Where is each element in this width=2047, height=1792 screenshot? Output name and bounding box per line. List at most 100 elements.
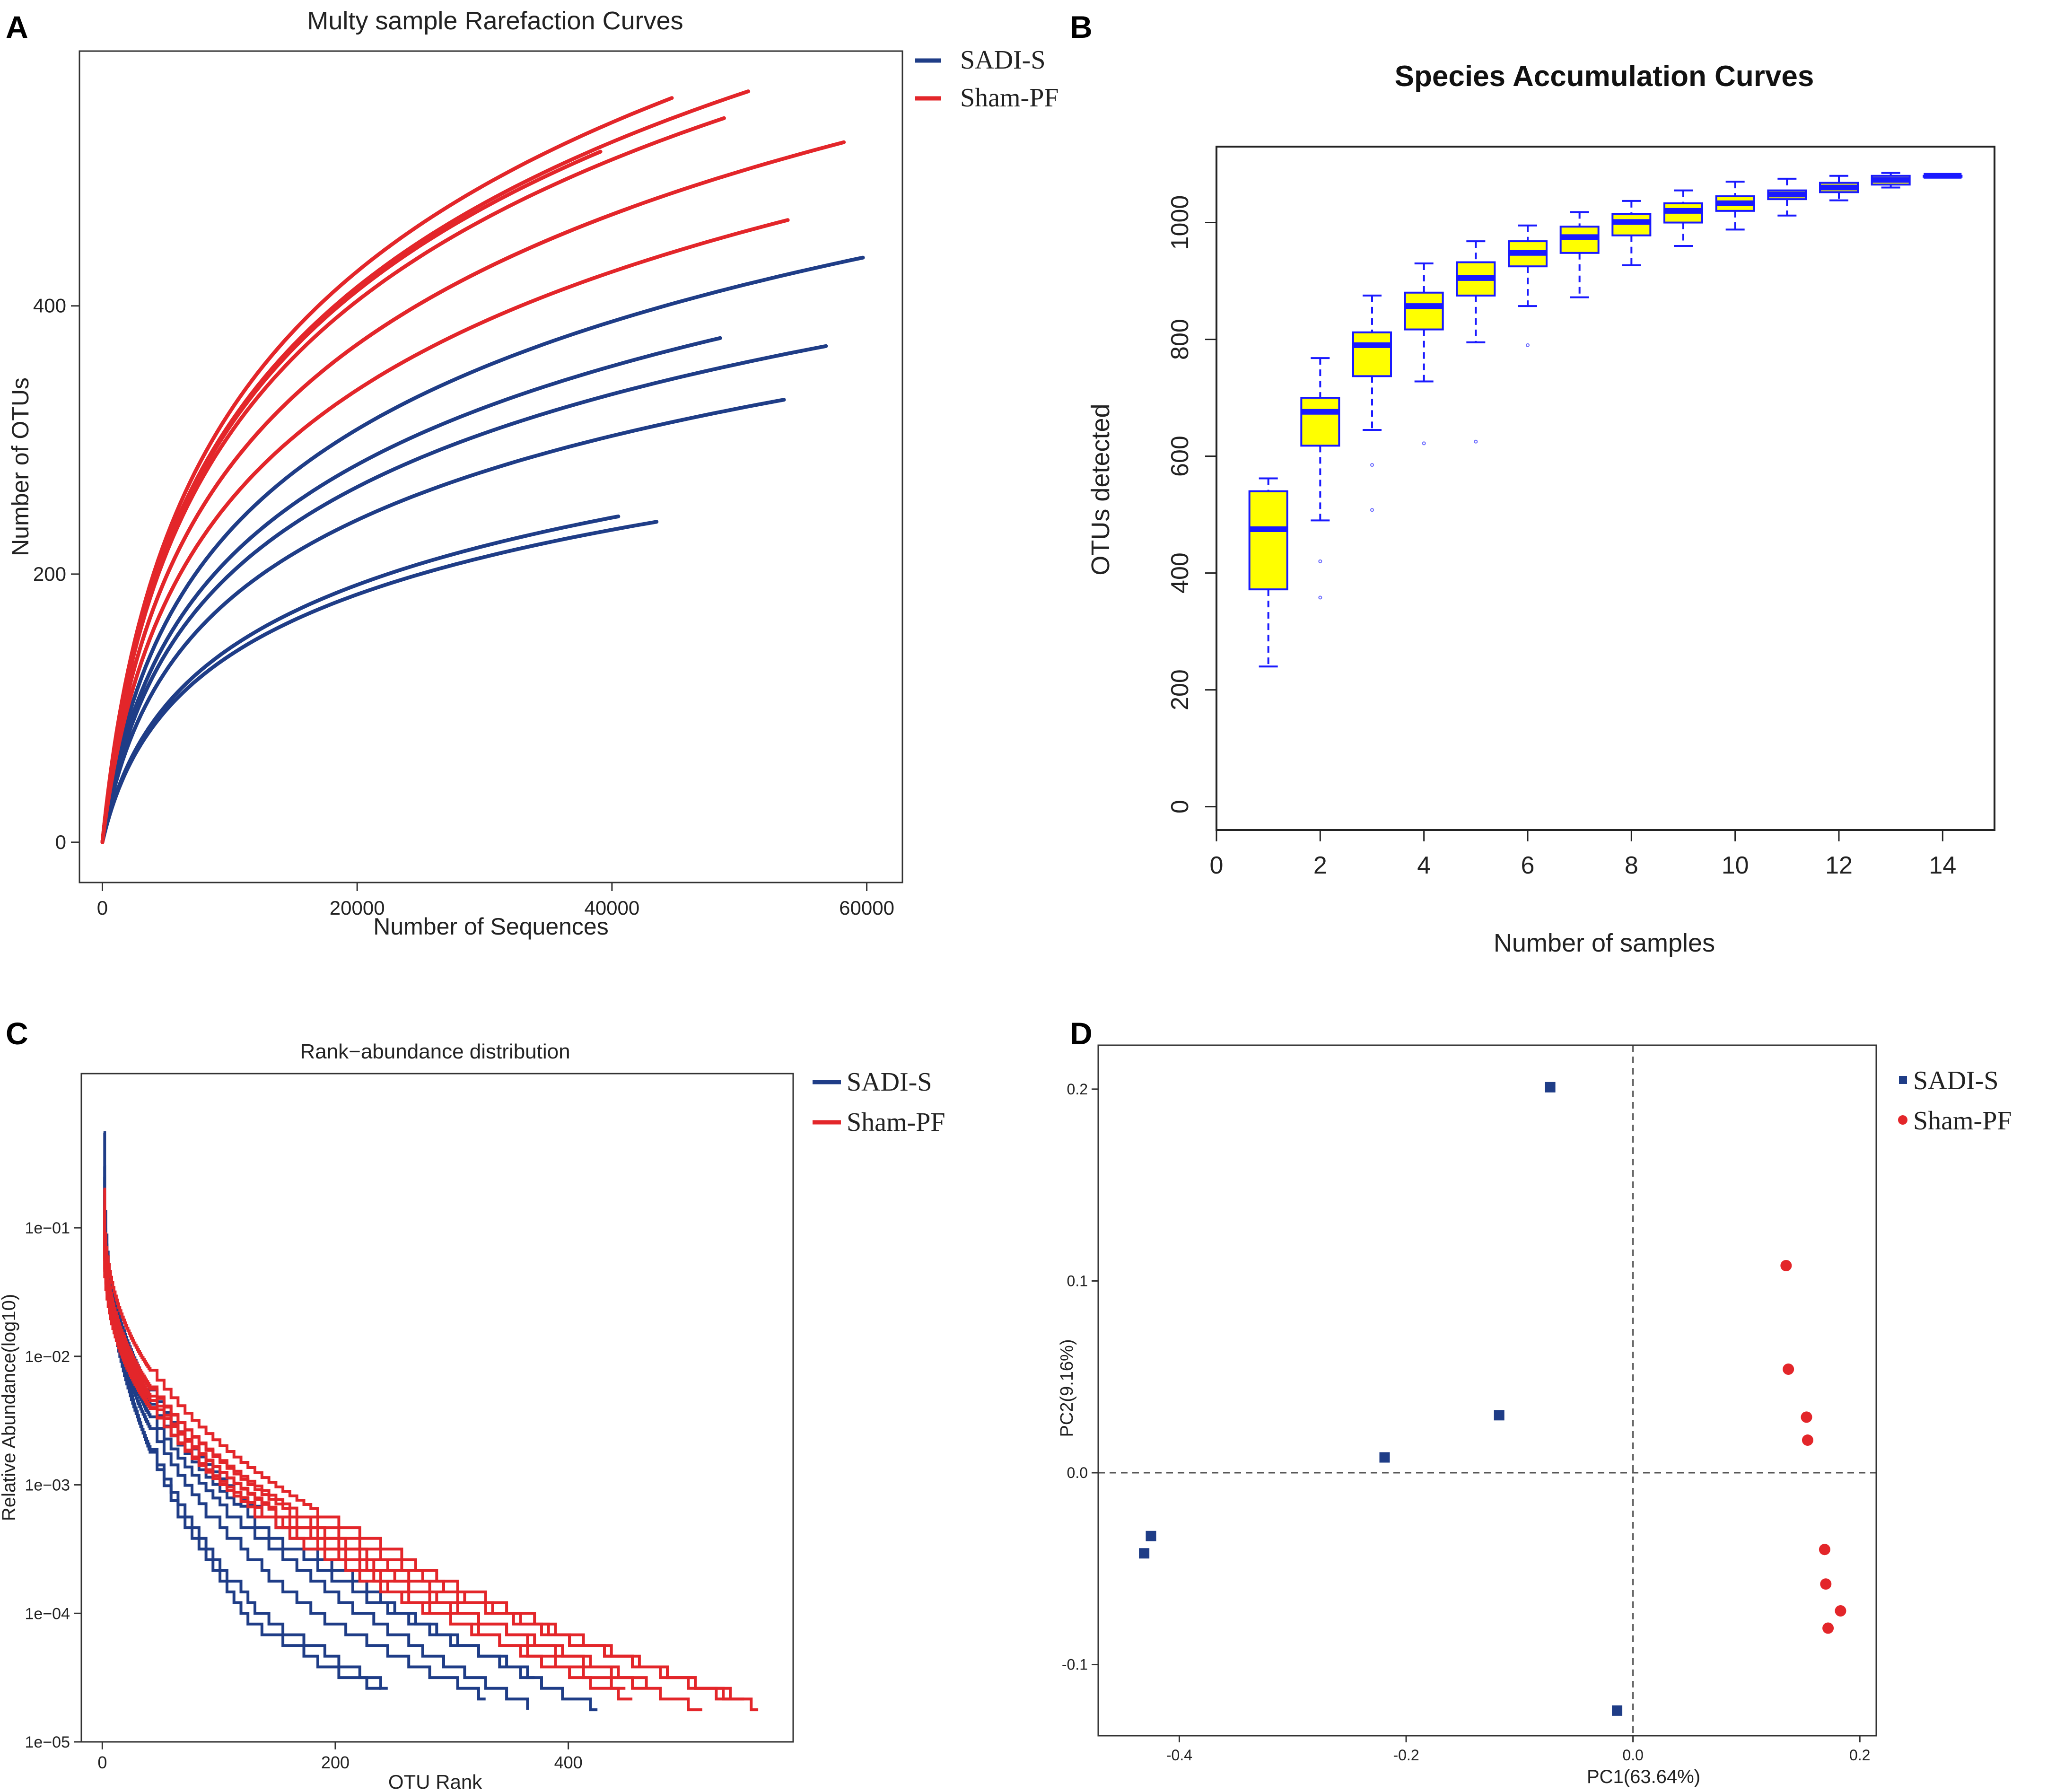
panel-c-title: Rank−abundance distribution	[300, 1040, 570, 1063]
panel-a-plot-area: 0 20000 40000 60000 0 200 400	[33, 89, 894, 919]
rarefaction-curve-sadi	[100, 520, 659, 844]
scatter-point-sadi	[1494, 1410, 1505, 1421]
panel-d-pca: -0.4 -0.2 0.0 0.2-0.10.00.10.2 PC1(63.64%) …	[1057, 1044, 2012, 1787]
panel-label-c: C	[6, 1016, 28, 1051]
scatter-point-sham	[1819, 1544, 1830, 1556]
panel-b-accumulation: Species Accumulation Curves 0 2 4 6 8 10 12 140…	[1086, 60, 1995, 957]
panel-label-d: D	[1070, 1016, 1093, 1051]
y-tick-label: 1e−04	[25, 1605, 70, 1623]
x-tick-label: 60000	[839, 897, 894, 919]
y-tick-label: 1000	[1166, 195, 1194, 250]
rank-abundance-curve-sham	[103, 1212, 648, 1688]
panel-b-frame	[1216, 146, 1995, 831]
panel-d-plot-area: -0.4 -0.2 0.0 0.2 -0.1 0.0 0.1 0.2	[1062, 1045, 1876, 1764]
panel-c-rank-abundance: Rank−abundance distribution 0 200 400 1e−05…	[0, 1040, 945, 1792]
y-tick-label: 200	[1166, 669, 1194, 710]
legend-d-sadi-label: SADI-S	[1913, 1066, 1998, 1095]
y-tick-label: 0.1	[1067, 1272, 1088, 1289]
rank-abundance-curve-sham	[103, 1188, 744, 1701]
box-outlier	[1370, 508, 1374, 512]
scatter-point-sham	[1783, 1363, 1794, 1375]
rarefaction-curve-sham	[100, 206, 632, 844]
panel-label-b: B	[1070, 9, 1093, 44]
rank-abundance-curve-sham	[103, 1204, 732, 1699]
x-tick-label: 0	[97, 897, 108, 919]
scatter-point-sadi	[1146, 1530, 1156, 1541]
y-tick-label: 0.0	[1067, 1464, 1088, 1481]
legend-c-sadi-label: SADI-S	[847, 1067, 932, 1097]
y-tick-label: 400	[33, 295, 66, 317]
panel-a-legend: SADI-S Sham-PF	[915, 45, 1059, 113]
x-tick-label: 40000	[584, 897, 639, 919]
scatter-point-sadi	[1545, 1082, 1556, 1093]
legend-d-sadi-marker	[1899, 1076, 1907, 1084]
rarefaction-curve-sadi	[100, 336, 722, 844]
box-outlier	[1422, 441, 1426, 446]
x-tick-label: 6	[1521, 852, 1535, 879]
y-tick-label: 1e−03	[25, 1477, 70, 1495]
rarefaction-curve-sham	[100, 149, 603, 844]
rarefaction-curve-sadi	[100, 398, 786, 844]
x-tick-label: 4	[1417, 852, 1431, 879]
x-tick-label: 400	[554, 1753, 583, 1772]
legend-a-sham-label: Sham-PF	[960, 83, 1059, 113]
y-tick-label: 600	[1166, 436, 1194, 477]
y-tick-label: 0	[55, 831, 66, 853]
scatter-point-sham	[1802, 1434, 1813, 1446]
x-tick-label: 14	[1929, 852, 1956, 879]
panel-b-plot-area: 0 2 4 6 8 10 12 14 0 200 400 600 800 1000	[1166, 172, 1963, 879]
panel-a-title: Multy sample Rarefaction Curves	[307, 7, 683, 35]
scatter-point-sham	[1780, 1259, 1792, 1271]
box-outlier	[1474, 439, 1478, 444]
y-tick-label: 1e−02	[25, 1348, 70, 1366]
box-iqr	[1248, 490, 1288, 591]
y-tick-label: 0.2	[1067, 1081, 1088, 1098]
panel-b-ylabel: OTUs detected	[1086, 403, 1115, 575]
rank-abundance-curve-sham	[103, 1221, 626, 1690]
panel-c-ylabel: Relative Abundance(log10)	[0, 1294, 19, 1521]
box-iqr	[1404, 291, 1444, 331]
box-iqr	[1352, 331, 1392, 377]
panel-a-frame	[79, 50, 903, 883]
y-tick-label: 400	[1166, 552, 1194, 594]
panel-a-rarefaction: Multy sample Rarefaction Curves 0 20000 40…	[7, 7, 1059, 940]
panel-c-plot-area: 0 200 400 1e−05 1e−04 1e−03 1e−02 1e−01	[25, 1131, 759, 1772]
x-tick-label: -0.4	[1166, 1747, 1192, 1764]
panel-label-a: A	[6, 9, 28, 44]
y-tick-label: 1e−01	[25, 1219, 70, 1237]
x-tick-label: 12	[1825, 852, 1853, 879]
panel-d-frame	[1097, 1044, 1877, 1737]
panel-a-xlabel: Number of Sequences	[373, 913, 609, 940]
legend-d-sham-marker	[1898, 1115, 1907, 1125]
panel-a-ylabel: Number of OTUs	[7, 377, 34, 556]
legend-a-sadi-label: SADI-S	[960, 45, 1045, 75]
box-iqr	[1300, 397, 1340, 447]
x-tick-label: 0.2	[1849, 1747, 1870, 1764]
scatter-point-sadi	[1139, 1548, 1150, 1559]
scatter-point-sham	[1822, 1622, 1834, 1634]
legend-c-sham-label: Sham-PF	[847, 1108, 945, 1137]
panel-c-xlabel: OTU Rank	[388, 1771, 482, 1792]
x-tick-label: 0	[97, 1753, 107, 1772]
scatter-point-sadi	[1612, 1705, 1623, 1716]
scatter-point-sham	[1835, 1605, 1846, 1617]
rarefaction-curve-sadi	[100, 255, 865, 844]
y-tick-label: 1e−05	[25, 1733, 70, 1751]
x-tick-label: 0.0	[1622, 1747, 1643, 1764]
x-tick-label: 20000	[330, 897, 385, 919]
panel-d-xlabel: PC1(63.64%)	[1587, 1766, 1700, 1787]
box-outlier	[1318, 595, 1322, 600]
y-tick-label: 800	[1166, 319, 1194, 360]
panel-c-frame	[80, 1073, 794, 1743]
panel-d-legend: SADI-S Sham-PF	[1898, 1066, 2012, 1136]
box-outlier	[1526, 343, 1530, 347]
rarefaction-curve-sham	[100, 218, 790, 844]
scatter-point-sham	[1801, 1411, 1812, 1423]
scatter-point-sadi	[1379, 1452, 1390, 1463]
box-outlier	[1318, 559, 1322, 563]
x-tick-label: 10	[1722, 852, 1749, 879]
x-tick-label: 2	[1313, 852, 1327, 879]
y-tick-label: 0	[1166, 800, 1194, 813]
panel-b-title: Species Accumulation Curves	[1395, 60, 1814, 93]
